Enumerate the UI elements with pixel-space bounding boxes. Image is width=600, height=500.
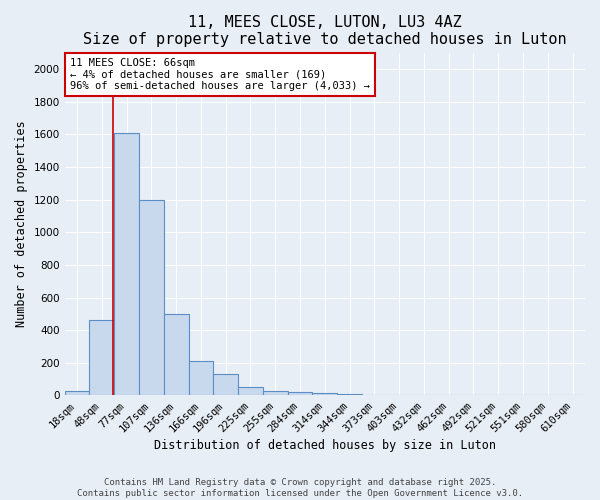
Bar: [164, 314, 188, 396]
Title: 11, MEES CLOSE, LUTON, LU3 4AZ
Size of property relative to detached houses in L: 11, MEES CLOSE, LUTON, LU3 4AZ Size of p…: [83, 15, 566, 48]
X-axis label: Distribution of detached houses by size in Luton: Distribution of detached houses by size …: [154, 440, 496, 452]
Bar: [238, 388, 263, 396]
Bar: [214, 374, 238, 396]
Bar: [114, 132, 139, 396]
Bar: [337, 394, 362, 396]
Bar: [313, 393, 337, 396]
Bar: [263, 390, 287, 396]
Bar: [188, 361, 214, 396]
Bar: [89, 320, 114, 396]
Text: Contains HM Land Registry data © Crown copyright and database right 2025.
Contai: Contains HM Land Registry data © Crown c…: [77, 478, 523, 498]
Bar: [139, 200, 164, 396]
Y-axis label: Number of detached properties: Number of detached properties: [15, 121, 28, 328]
Bar: [65, 390, 89, 396]
Bar: [287, 392, 313, 396]
Text: 11 MEES CLOSE: 66sqm
← 4% of detached houses are smaller (169)
96% of semi-detac: 11 MEES CLOSE: 66sqm ← 4% of detached ho…: [70, 58, 370, 91]
